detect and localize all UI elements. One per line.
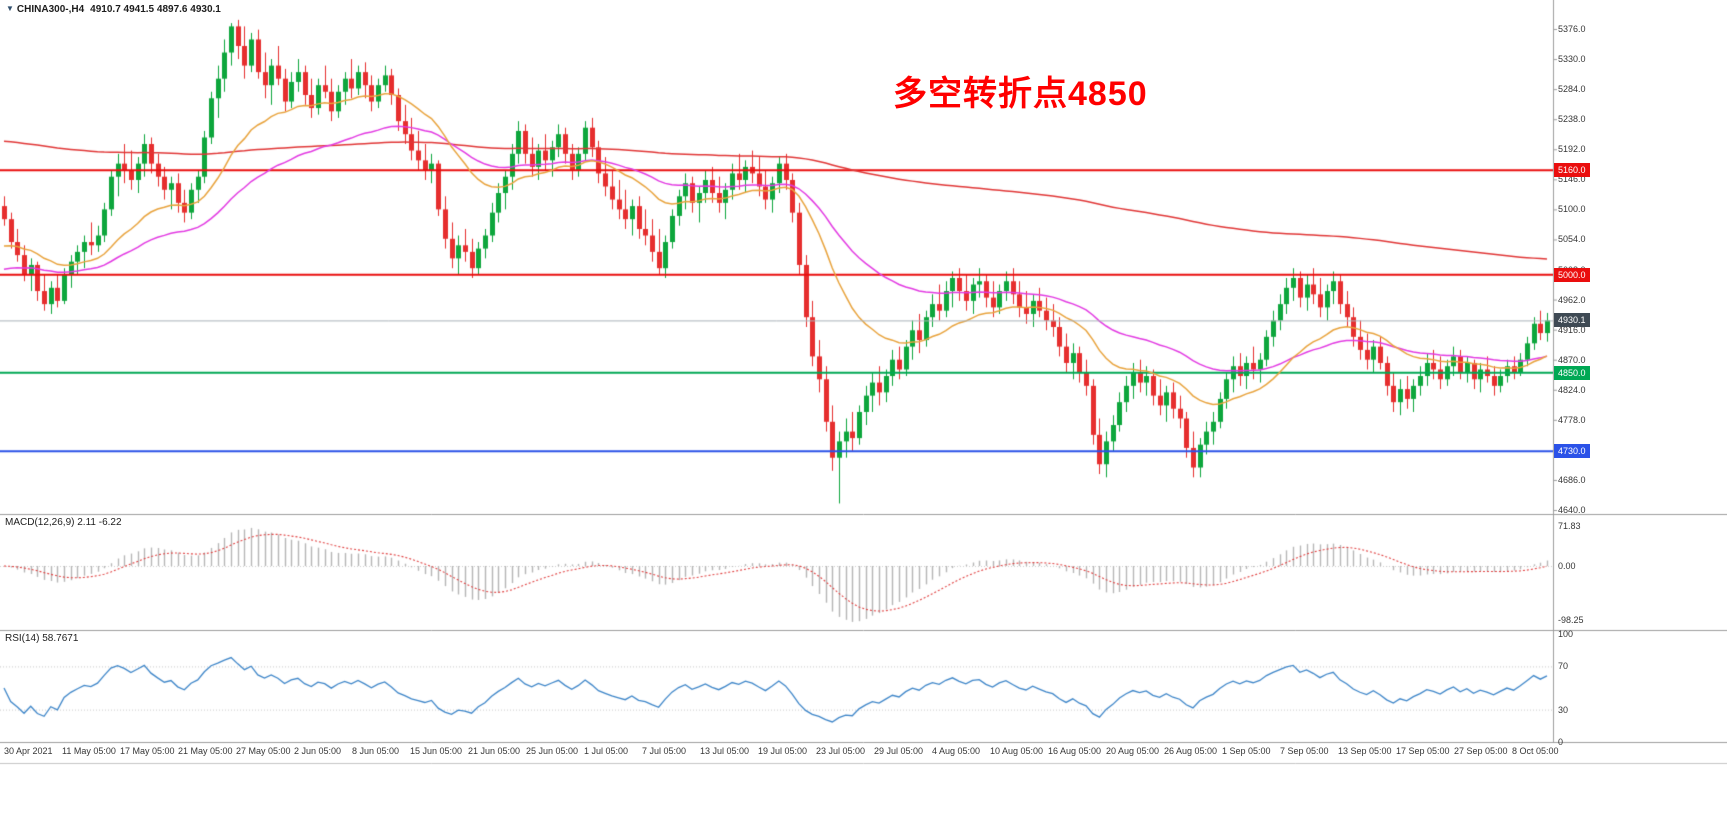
- price-axis-label: 4640.0: [1558, 505, 1586, 515]
- time-axis-label: 1 Jul 05:00: [584, 746, 629, 756]
- macd-indicator-label: MACD(12,26,9) 2.11 -6.22: [5, 517, 122, 528]
- rsi-axis-label: 30: [1558, 704, 1569, 715]
- hline-price-badge: 5160.0: [1554, 163, 1590, 178]
- price-axis-label: 5330.0: [1558, 54, 1586, 65]
- macd-axis-label: 0.00: [1558, 561, 1576, 571]
- time-axis-label: 13 Sep 05:00: [1338, 746, 1392, 756]
- hline-price-badge: 4850.0: [1554, 365, 1590, 380]
- rsi-indicator-label: RSI(14) 58.7671: [5, 633, 79, 644]
- time-axis-label: 7 Jul 05:00: [642, 746, 687, 756]
- price-axis-label: 4824.0: [1558, 384, 1586, 395]
- time-axis-label: 1 Sep 05:00: [1222, 746, 1271, 756]
- price-axis-label: 4686.0: [1558, 474, 1586, 485]
- price-axis-label: 5054.0: [1558, 234, 1586, 245]
- rsi-axis-label: 0: [1558, 737, 1564, 747]
- price-axis-label: 5100.0: [1558, 204, 1586, 215]
- time-axis-label: 27 Sep 05:00: [1454, 746, 1508, 756]
- time-axis-label: 4 Aug 05:00: [932, 746, 981, 756]
- time-axis-label: 16 Aug 05:00: [1048, 746, 1102, 756]
- rsi-axis-label: 100: [1558, 629, 1574, 639]
- price-axis-label: 4870.0: [1558, 354, 1586, 365]
- time-axis-label: 17 May 05:00: [120, 746, 175, 756]
- hline-price-badge: 5000.0: [1554, 267, 1590, 282]
- time-axis-label: 23 Jul 05:00: [816, 746, 866, 756]
- time-axis-label: 2 Jun 05:00: [294, 746, 342, 756]
- time-axis-label: 20 Aug 05:00: [1106, 746, 1160, 756]
- time-axis-label: 10 Aug 05:00: [990, 746, 1044, 756]
- time-axis-label: 17 Sep 05:00: [1396, 746, 1450, 756]
- time-axis-label: 27 May 05:00: [236, 746, 291, 756]
- price-axis-label: 5376.0: [1558, 24, 1586, 34]
- chart-title: ▼ CHINA300-,H4 4910.7 4941.5 4897.6 4930.1: [6, 4, 221, 15]
- time-axis-label: 21 May 05:00: [178, 746, 233, 756]
- time-axis-label: 21 Jun 05:00: [468, 746, 521, 756]
- time-axis-label: 11 May 05:00: [62, 746, 116, 756]
- time-axis-label: 26 Aug 05:00: [1164, 746, 1218, 756]
- time-axis-label: 8 Jun 05:00: [352, 746, 400, 756]
- time-axis-label: 29 Jul 05:00: [874, 746, 924, 756]
- time-axis-label: 13 Jul 05:00: [700, 746, 750, 756]
- time-axis-label: 8 Oct 05:00: [1512, 746, 1559, 756]
- price-axis-label: 5238.0: [1558, 114, 1586, 125]
- rsi-axis-label: 70: [1558, 661, 1569, 672]
- annotation-text: 多空转折点4850: [893, 75, 1148, 113]
- symbol-marker-icon: ▼: [6, 4, 14, 13]
- price-axis-label: 5284.0: [1558, 84, 1586, 95]
- symbol-timeframe-label: CHINA300-,H4: [16, 4, 85, 15]
- price-axis-label: 4916.0: [1558, 324, 1586, 335]
- ohlc-values: 4910.7 4941.5 4897.6 4930.1: [90, 4, 221, 15]
- price-axis-label: 5192.0: [1558, 144, 1586, 155]
- macd-axis-label: -98.25: [1558, 615, 1584, 626]
- bid-price-badge: 4930.1: [1554, 313, 1590, 328]
- time-axis-label: 25 Jun 05:00: [526, 746, 579, 756]
- price-axis-label: 4962.0: [1558, 294, 1586, 305]
- time-axis-label: 19 Jul 05:00: [758, 746, 808, 756]
- price-axis-label: 5146.0: [1558, 174, 1586, 185]
- price-axis-label: 4778.0: [1558, 414, 1586, 425]
- time-axis-label: 7 Sep 05:00: [1280, 746, 1329, 756]
- time-axis-label: 30 Apr 2021: [4, 746, 53, 756]
- macd-axis-label: 71.83: [1558, 521, 1581, 532]
- hline-price-badge: 4730.0: [1554, 444, 1590, 459]
- time-axis-label: 15 Jun 05:00: [410, 746, 463, 756]
